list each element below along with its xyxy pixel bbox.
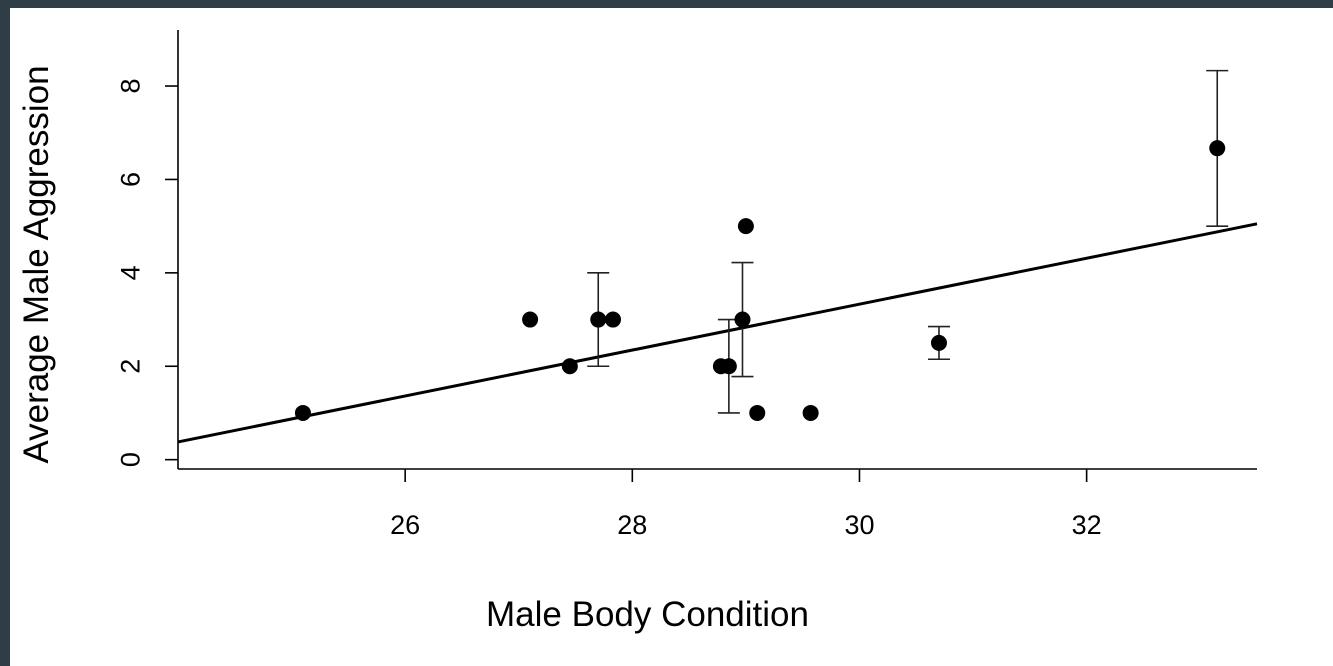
x-tick-label: 30 (844, 510, 874, 540)
data-points (294, 140, 1226, 421)
axes: 26 28 30 32 0 2 4 6 8 (115, 30, 1257, 540)
data-point (930, 334, 947, 351)
y-tick-label: 2 (115, 359, 145, 374)
y-tick-label: 0 (115, 452, 145, 467)
x-tick-label: 26 (390, 510, 420, 540)
data-point (1209, 140, 1226, 157)
x-tick-label: 32 (1072, 510, 1102, 540)
scatter-plot: 26 28 30 32 0 2 4 6 8 Male Body Condition Averag… (17, 30, 1258, 634)
x-tick-label: 28 (617, 510, 647, 540)
data-point (749, 404, 766, 421)
data-point (590, 311, 607, 328)
error-bars (587, 69, 1229, 414)
data-point (294, 404, 311, 421)
data-point (802, 404, 819, 421)
regression-line-group (177, 222, 1258, 444)
chart-canvas: 26 28 30 32 0 2 4 6 8 Male Body Condition Averag… (10, 8, 1333, 666)
data-point (737, 218, 754, 235)
regression-line (177, 222, 1258, 444)
data-point (734, 311, 751, 328)
y-tick-label: 8 (115, 79, 145, 94)
y-axis-title: Average Male Aggression (17, 65, 56, 463)
x-axis-title: Male Body Condition (486, 595, 809, 634)
data-point (522, 311, 539, 328)
data-point (605, 311, 622, 328)
data-point (720, 358, 737, 375)
data-point (561, 358, 578, 375)
y-tick-label: 6 (115, 172, 145, 187)
y-tick-label: 4 (115, 265, 145, 280)
